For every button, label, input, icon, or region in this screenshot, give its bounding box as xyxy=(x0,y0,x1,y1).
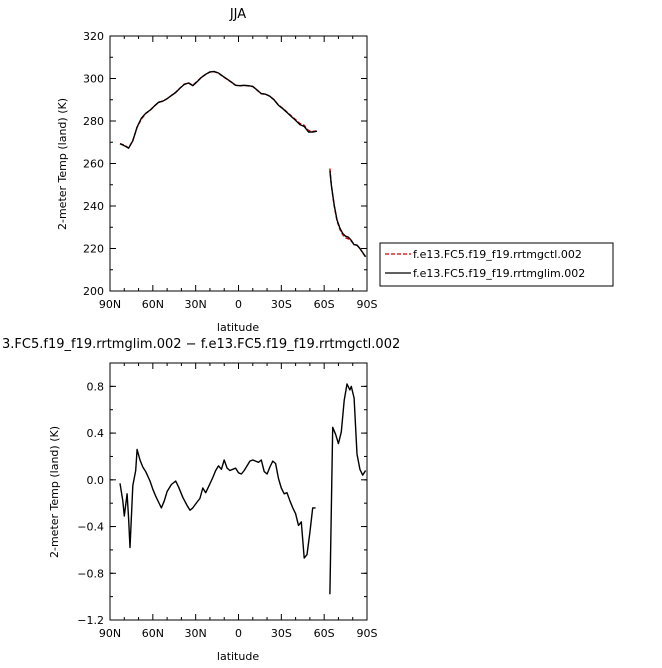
top-x-tick-label: 30S xyxy=(271,298,292,311)
top-y-axis-label: 2-meter Temp (land) (K) xyxy=(56,98,69,230)
bottom-x-tick-label: 30N xyxy=(185,627,207,640)
top-y-tick-label: 240 xyxy=(83,200,104,213)
legend-entry-lim: f.e13.FC5.f19_f19.rrtmglim.002 xyxy=(413,267,585,280)
top-panel: JJA 90N 60N 30N 0 30S 60S 90S 200 220 240 260 280 30… xyxy=(56,7,614,334)
bottom-y-tick-label: −1.2 xyxy=(77,614,104,627)
top-y-tick-label: 260 xyxy=(83,158,104,171)
bottom-y-tick-label: 0.8 xyxy=(87,380,105,393)
bottom-x-tick-label: 60N xyxy=(142,627,164,640)
top-x-tick-label: 0 xyxy=(235,298,242,311)
bottom-chart-title: 3.FC5.f19_f19.rrtmglim.002 − f.e13.FC5.f… xyxy=(2,337,400,352)
bottom-y-tick-label: 0.4 xyxy=(87,427,105,440)
bottom-x-tick-label: 30S xyxy=(271,627,292,640)
bottom-x-axis-label: latitude xyxy=(217,650,259,663)
top-y-tick-label: 280 xyxy=(83,115,104,128)
top-series-1-line-segment-0 xyxy=(119,70,318,149)
bottom-y-tick-label: 0.0 xyxy=(87,474,105,487)
bottom-series-0-line-segment-1 xyxy=(329,383,367,595)
bottom-x-tick-label: 60S xyxy=(314,627,335,640)
legend-box xyxy=(379,242,614,287)
top-chart-title: JJA xyxy=(229,7,246,22)
top-y-tick-label: 220 xyxy=(83,243,104,256)
top-x-tick-label: 90N xyxy=(99,298,121,311)
top-x-tick-label: 60S xyxy=(314,298,335,311)
top-series-1-line-segment-1 xyxy=(329,170,367,258)
top-y-tick-label: 200 xyxy=(83,285,104,298)
top-x-tick-label: 60N xyxy=(142,298,164,311)
bottom-series-lines xyxy=(119,383,367,595)
bottom-x-tick-label: 90S xyxy=(357,627,378,640)
bottom-y-tick-label: −0.4 xyxy=(77,521,104,534)
bottom-series-0-line-segment-0 xyxy=(119,448,316,559)
bottom-x-tick-label: 0 xyxy=(235,627,242,640)
top-x-tick-label: 30N xyxy=(185,298,207,311)
top-x-axis-label: latitude xyxy=(217,321,259,334)
bottom-plot-frame xyxy=(109,362,368,621)
legend-entry-ctl: f.e13.FC5.f19_f19.rrtmgctl.002 xyxy=(413,248,582,261)
top-x-tick-label: 90S xyxy=(357,298,378,311)
bottom-y-axis-label: 2-meter Temp (land) (K) xyxy=(48,426,61,558)
top-series-0-line-segment-1 xyxy=(329,168,367,258)
top-axis-ticks: 90N 60N 30N 0 30S 60S 90S 200 220 240 260 280 300 320 xyxy=(83,30,378,311)
top-series-lines xyxy=(119,70,367,258)
bottom-x-tick-label: 90N xyxy=(99,627,121,640)
top-y-tick-label: 320 xyxy=(83,30,104,43)
legend: f.e13.FC5.f19_f19.rrtmgctl.002 f.e13.FC5… xyxy=(379,242,614,287)
bottom-y-tick-label: −0.8 xyxy=(77,567,104,580)
top-y-tick-label: 300 xyxy=(83,73,104,86)
bottom-panel: 3.FC5.f19_f19.rrtmglim.002 − f.e13.FC5.f… xyxy=(2,337,400,663)
bottom-axis-ticks: 90N 60N 30N 0 30S 60S 90S −1.2 −0.8 −0.4 0.0 0.4 0.8 xyxy=(77,362,378,640)
top-plot-frame xyxy=(109,35,368,292)
